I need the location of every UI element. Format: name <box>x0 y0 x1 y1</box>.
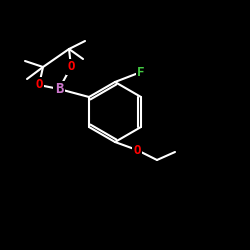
Text: O: O <box>67 60 75 74</box>
Text: B: B <box>55 82 63 96</box>
Text: O: O <box>35 78 43 92</box>
Text: F: F <box>137 66 145 78</box>
Text: O: O <box>133 144 141 156</box>
